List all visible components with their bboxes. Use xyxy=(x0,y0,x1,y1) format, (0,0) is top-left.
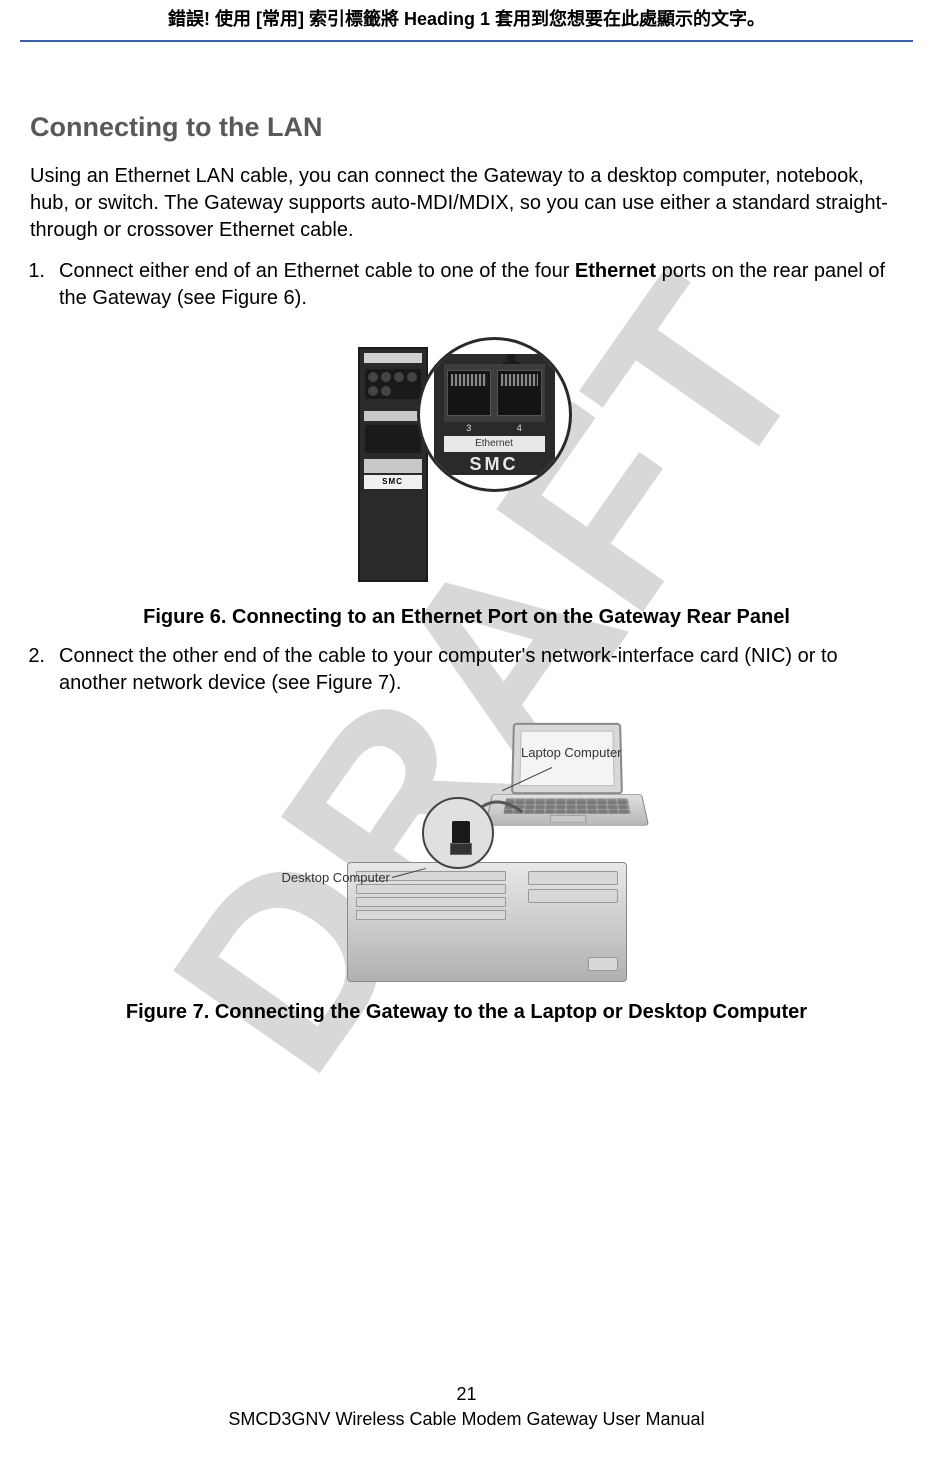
header-error-text: 錯誤! 使用 [常用] 索引標籤將 Heading 1 套用到您想要在此處顯示的… xyxy=(20,0,913,40)
figure-7-container: Laptop Computer xyxy=(30,722,903,987)
port-num-3: 3 xyxy=(444,423,495,435)
smc-label-big: SMC xyxy=(444,454,545,475)
ethernet-ports-row xyxy=(444,364,545,422)
document-page: DRAFT 錯誤! 使用 [常用] 索引標籤將 Heading 1 套用到您想要… xyxy=(0,0,933,1458)
manual-title: SMCD3GNV Wireless Cable Modem Gateway Us… xyxy=(0,1409,933,1430)
header-divider xyxy=(20,40,913,42)
intro-paragraph: Using an Ethernet LAN cable, you can con… xyxy=(30,163,903,244)
desktop-button xyxy=(588,957,618,971)
figure-7-image: Laptop Computer xyxy=(282,722,652,982)
step-2-text-before: Connect the other end of the cable to yo… xyxy=(59,645,838,694)
panel-lights xyxy=(365,369,421,399)
desktop-label: Desktop Computer xyxy=(282,870,390,885)
ethernet-callout-circle: 3 4 Ethernet SMC xyxy=(417,337,572,492)
step-2-number: 2. xyxy=(15,643,45,670)
smc-label-small: SMC xyxy=(364,475,422,489)
step-1-text-before: Connect either end of an Ethernet cable … xyxy=(59,260,575,282)
section-heading: Connecting to the LAN xyxy=(30,112,903,143)
nic-callout-circle xyxy=(422,797,494,869)
gateway-rear-panel: SMC xyxy=(358,347,428,582)
step-list: 1. Connect either end of an Ethernet cab… xyxy=(30,258,903,312)
step-1-text-bold: Ethernet xyxy=(575,260,656,282)
laptop-label: Laptop Computer xyxy=(521,745,621,760)
panel-band-1 xyxy=(364,411,422,421)
header-error-suffix: 套用到您想要在此處顯示的文字。 xyxy=(490,9,765,29)
ethernet-port-3 xyxy=(447,370,492,416)
nic-plug-icon xyxy=(452,821,470,845)
header-error-prefix: 錯誤! 使用 [常用] 索引標籤將 xyxy=(168,9,404,29)
header-error-bold: Heading 1 xyxy=(404,9,490,29)
ethernet-port-4 xyxy=(497,370,542,416)
panel-section-1 xyxy=(365,425,421,453)
figure-6-image: SMC xyxy=(352,337,582,587)
figure-7-caption: Figure 7. Connecting the Gateway to the … xyxy=(30,1001,903,1024)
callout-inner: 3 4 Ethernet SMC xyxy=(434,354,555,475)
step-1-number: 1. xyxy=(15,258,45,285)
panel-band-2 xyxy=(364,459,422,473)
step-list-2: 2. Connect the other end of the cable to… xyxy=(30,643,903,697)
laptop-base xyxy=(484,794,648,826)
laptop-computer-icon xyxy=(482,722,652,842)
step-1: 1. Connect either end of an Ethernet cab… xyxy=(30,258,903,312)
desktop-bays xyxy=(528,871,618,907)
ethernet-label: Ethernet xyxy=(444,436,545,452)
nic-port-icon xyxy=(450,843,472,855)
port-numbers: 3 4 xyxy=(444,423,545,435)
port-num-4: 4 xyxy=(494,423,545,435)
figure-6-caption: Figure 6. Connecting to an Ethernet Port… xyxy=(30,606,903,629)
panel-top-strip xyxy=(364,353,422,363)
page-footer: 21 SMCD3GNV Wireless Cable Modem Gateway… xyxy=(0,1384,933,1430)
content-area: Connecting to the LAN Using an Ethernet … xyxy=(20,112,913,1024)
figure-6-container: SMC xyxy=(30,337,903,592)
step-2: 2. Connect the other end of the cable to… xyxy=(30,643,903,697)
page-number: 21 xyxy=(0,1384,933,1405)
